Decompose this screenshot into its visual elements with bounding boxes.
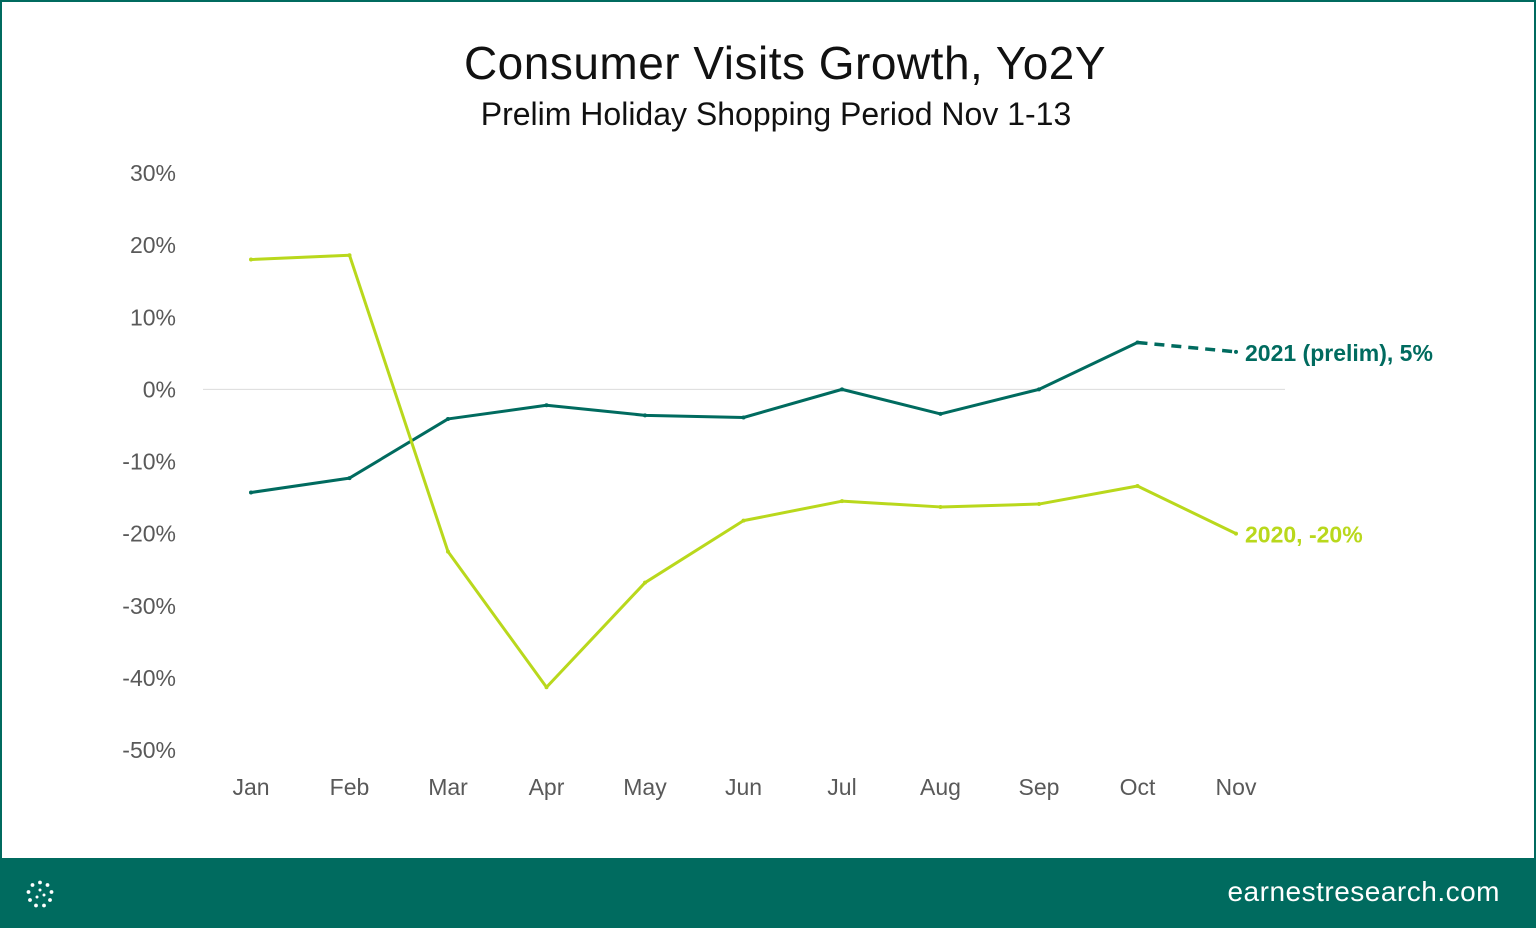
chart-subtitle: Prelim Holiday Shopping Period Nov 1-13 xyxy=(480,96,1072,132)
x-tick-label: Nov xyxy=(1216,774,1257,800)
data-point-s2020 xyxy=(938,504,943,509)
y-tick-label: 0% xyxy=(143,376,176,402)
data-point-s2020 xyxy=(741,518,746,523)
series-line-prelim-s2021 xyxy=(1137,340,1237,354)
y-tick-label: 10% xyxy=(130,304,176,330)
footer-website-link[interactable]: earnestresearch.com xyxy=(1227,876,1500,907)
data-point-s2021 xyxy=(446,416,450,421)
data-point-s2020 xyxy=(544,685,549,690)
data-point-s2021 xyxy=(938,411,943,416)
data-point-s2020 xyxy=(1037,502,1041,507)
x-tick-label: Oct xyxy=(1120,774,1156,800)
data-point-s2021 xyxy=(741,415,746,420)
y-tick-label: -50% xyxy=(122,737,176,763)
data-point-s2020 xyxy=(1234,531,1238,536)
data-point-s2020 xyxy=(446,549,450,554)
y-tick-label: 30% xyxy=(130,160,176,186)
x-tick-label: Mar xyxy=(428,774,468,800)
data-point-s2020 xyxy=(643,580,647,585)
x-tick-label: Feb xyxy=(330,774,370,800)
x-tick-label: Apr xyxy=(529,774,565,800)
y-tick-label: -40% xyxy=(122,665,176,691)
y-tick-label: -30% xyxy=(122,593,176,619)
data-point-s2021 xyxy=(544,403,549,408)
line-chart: 30% 20% 10% 0% -10% -20% -30% -40% -50% Jan Feb Mar… xyxy=(122,160,1433,800)
series-line-s2020 xyxy=(249,253,1238,689)
data-point-s2021 xyxy=(1135,340,1140,345)
x-tick-label: May xyxy=(623,774,667,800)
data-point-s2021 xyxy=(643,413,647,418)
data-point-s2021 xyxy=(1234,349,1238,354)
footer-bar: earnestresearch.com xyxy=(0,858,1536,928)
y-tick-label: -10% xyxy=(122,449,176,475)
data-point-s2020 xyxy=(1135,484,1140,489)
x-tick-label: Jul xyxy=(827,774,856,800)
y-tick-label: 20% xyxy=(130,232,176,258)
data-point-s2021 xyxy=(840,387,844,392)
series-end-label-s2021: 2021 (prelim), 5% xyxy=(1245,340,1433,366)
x-tick-label: Aug xyxy=(920,774,961,800)
chart-title: Consumer Visits Growth, Yo2Y xyxy=(463,37,1107,89)
data-point-s2020 xyxy=(840,499,844,504)
data-point-s2021 xyxy=(1037,387,1041,392)
y-tick-label: -20% xyxy=(122,521,176,547)
x-tick-label: Jan xyxy=(232,774,269,800)
data-point-s2021 xyxy=(249,490,253,495)
series-line-s2021 xyxy=(249,340,1139,495)
data-point-s2020 xyxy=(347,253,352,258)
series-end-label-s2020: 2020, -20% xyxy=(1245,522,1363,548)
dotted-circle-logo-icon xyxy=(26,880,54,908)
data-point-s2021 xyxy=(347,476,352,481)
data-point-s2020 xyxy=(249,257,253,262)
x-tick-label: Sep xyxy=(1019,774,1060,800)
x-tick-label: Jun xyxy=(725,774,762,800)
